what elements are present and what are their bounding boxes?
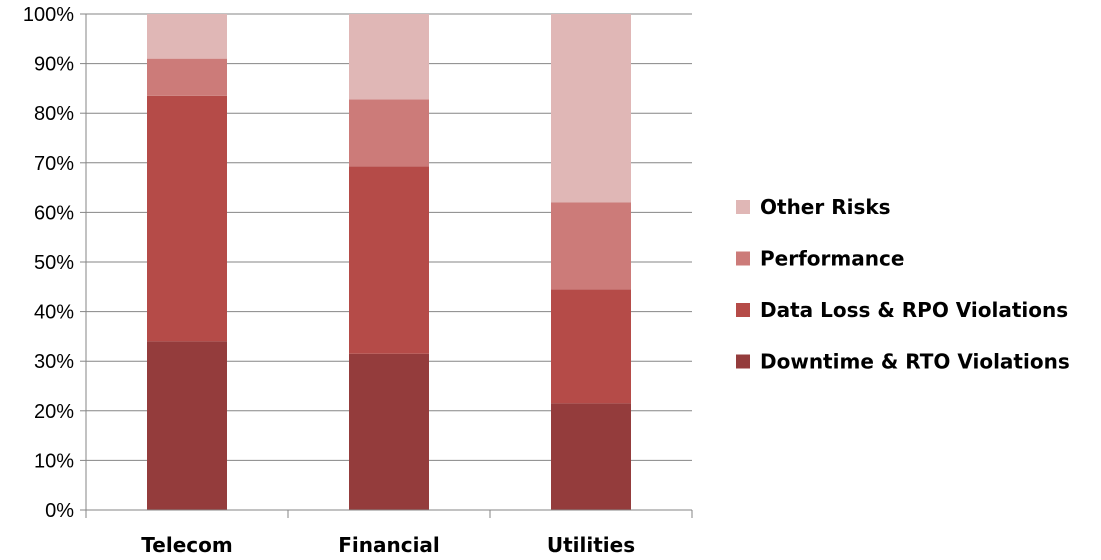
y-tick-label: 100%: [23, 4, 74, 26]
legend-label: Data Loss & RPO Violations: [760, 298, 1068, 322]
x-category-label: Financial: [338, 533, 440, 557]
bar-segment-utilities-4: [551, 14, 631, 203]
bar-segment-financial-3: [349, 99, 429, 167]
y-tick-label: 60%: [34, 202, 74, 224]
legend-item: Data Loss & RPO Violations: [736, 298, 1068, 322]
legend-item: Other Risks: [736, 195, 891, 219]
bar-segment-telecom-4: [147, 14, 227, 59]
x-category-label: Telecom: [141, 533, 232, 557]
legend-item: Downtime & RTO Violations: [736, 350, 1070, 374]
legend-label: Performance: [760, 247, 904, 271]
legend: Other Risks Performance Data Loss & RPO Vi…: [736, 195, 1070, 374]
bars: [147, 14, 631, 510]
bar-segment-financial-2: [349, 166, 429, 354]
y-tick-label: 30%: [34, 351, 74, 373]
bar-segment-utilities-2: [551, 289, 631, 404]
legend-label: Other Risks: [760, 195, 891, 219]
y-tick-label: 40%: [34, 302, 74, 324]
bar-segment-financial-1: [349, 353, 429, 510]
bar-segment-telecom-3: [147, 58, 227, 96]
x-axis-category-labels: Telecom Financial Utilities: [141, 533, 635, 557]
y-tick-label: 50%: [34, 252, 74, 274]
legend-swatch: [736, 354, 750, 369]
y-tick-label: 70%: [34, 153, 74, 175]
legend-swatch: [736, 200, 750, 214]
x-category-label: Utilities: [547, 533, 635, 557]
bar-segment-utilities-1: [551, 403, 631, 510]
legend-swatch: [736, 251, 750, 266]
bar-segment-telecom-1: [147, 341, 227, 510]
y-tick-label: 80%: [34, 103, 74, 125]
legend-swatch: [736, 303, 750, 317]
bar-segment-financial-4: [349, 14, 429, 100]
legend-label: Downtime & RTO Violations: [760, 350, 1070, 374]
bar-segment-telecom-2: [147, 95, 227, 342]
y-tick-label: 10%: [34, 450, 74, 472]
y-axis-tick-labels: 0% 10% 20% 30% 40% 50% 60% 70% 80% 90% 100%: [23, 4, 74, 522]
y-tick-label: 20%: [34, 401, 74, 423]
y-tick-label: 0%: [45, 500, 74, 522]
y-tick-label: 90%: [34, 54, 74, 76]
legend-item: Performance: [736, 247, 904, 271]
bar-segment-utilities-3: [551, 202, 631, 290]
axes: [80, 13, 693, 518]
